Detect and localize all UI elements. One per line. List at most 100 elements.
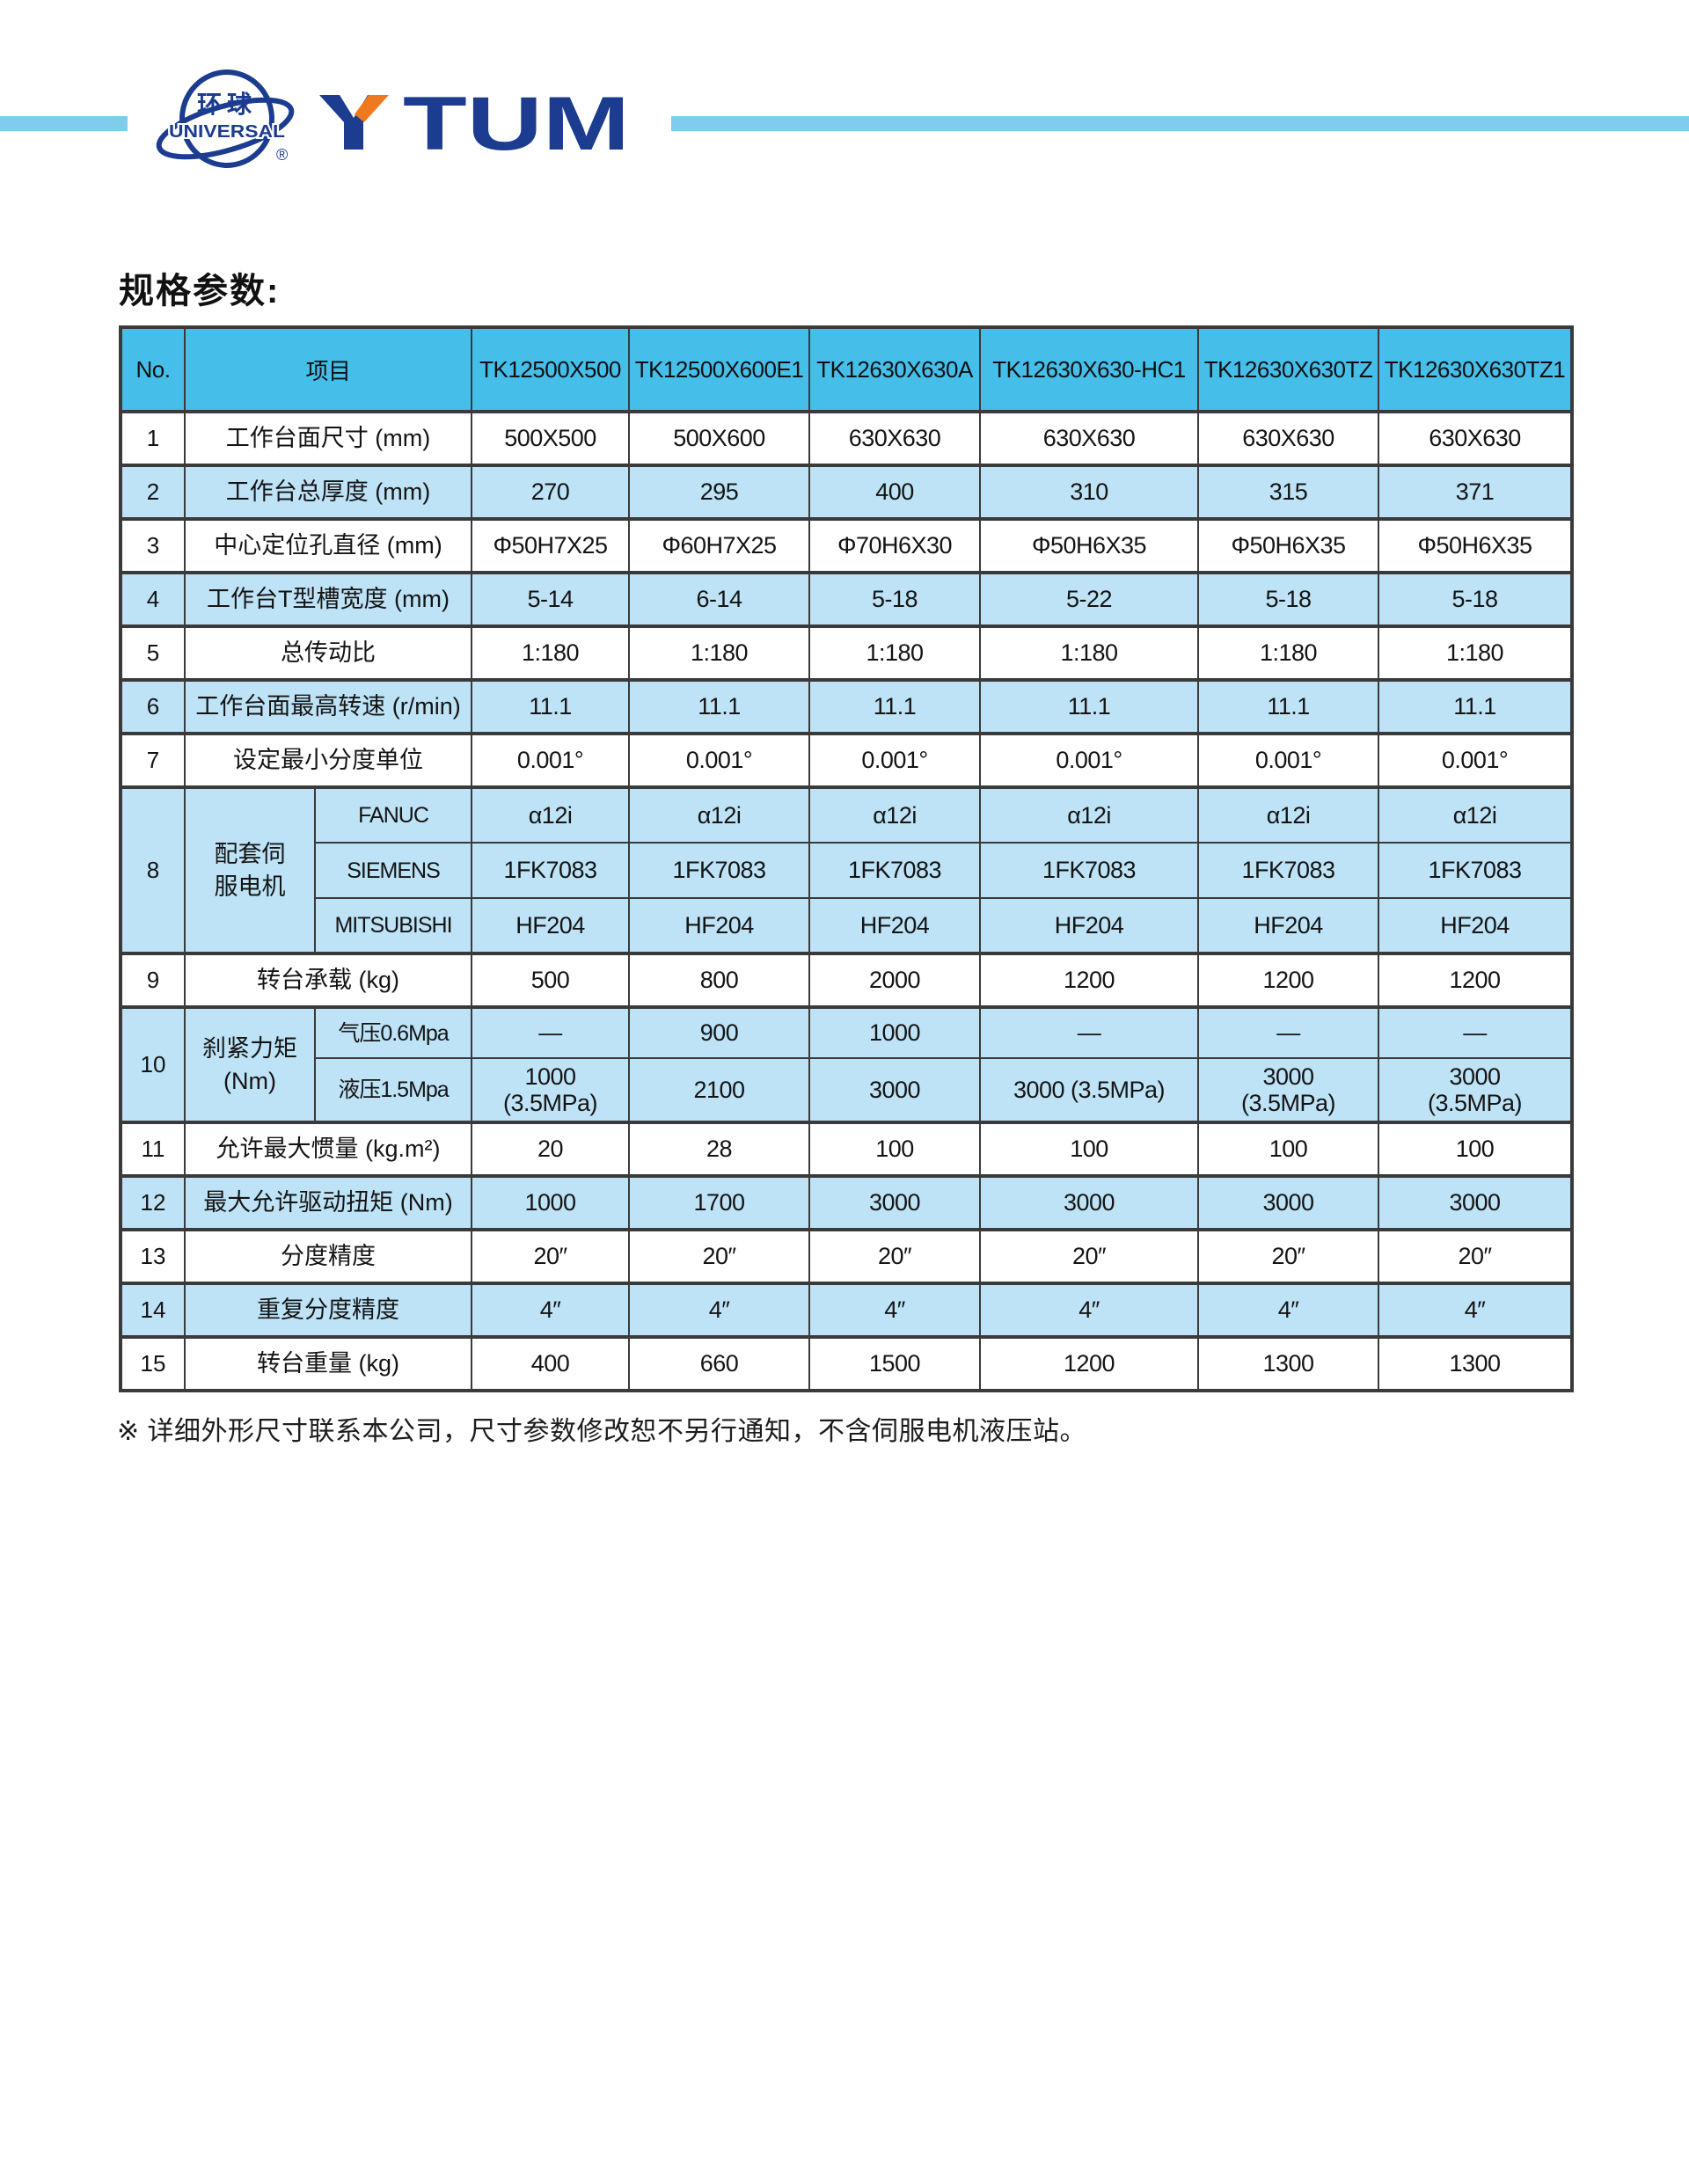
- right-accent-bar: [671, 116, 1689, 131]
- table-row: 9 转台承载 (kg) 500 800 2000 1200 1200 1200: [120, 952, 1574, 1008]
- table-cell: 11.1: [1197, 678, 1380, 734]
- table-cell: 0.001°: [808, 732, 982, 788]
- registered-mark: ®: [276, 146, 288, 164]
- table-row: 15 转台重量 (kg) 400 660 1500 1200 1300 1300: [120, 1335, 1574, 1391]
- table-cell: 11.1: [979, 678, 1200, 734]
- table-cell: 900: [628, 1005, 811, 1059]
- table-cell: 1:180: [1197, 625, 1380, 681]
- table-cell: 630X630: [1197, 410, 1380, 466]
- table-cell: HF204: [1378, 897, 1574, 954]
- table-cell: 315: [1197, 464, 1380, 520]
- header-model-3: TK12630X630A: [808, 326, 982, 413]
- header-model-4: TK12630X630-HC1: [979, 326, 1200, 413]
- table-cell: 310: [979, 464, 1200, 520]
- item-label-cell: 重复分度精度: [183, 1282, 473, 1338]
- table-cell: 0.001°: [628, 732, 811, 788]
- row-number-cell: 7: [120, 732, 186, 788]
- table-cell: 1FK7083: [471, 842, 631, 899]
- table-cell: 1FK7083: [979, 842, 1200, 899]
- table-cell: 20″: [628, 1228, 811, 1284]
- table-cell: α12i: [628, 785, 811, 844]
- table-cell: 1200: [1378, 952, 1574, 1008]
- table-cell: 1FK7083: [628, 842, 811, 899]
- globe-orbit-icon: [156, 97, 295, 160]
- table-row: 10 刹紧力矩 (Nm) 气压0.6Mpa — 900 1000 — — —: [120, 1005, 1574, 1123]
- table-cell: 1FK7083: [1378, 842, 1574, 899]
- table-cell: 5-18: [1378, 571, 1574, 627]
- table-cell: 3000: [808, 1057, 982, 1123]
- table-cell: 1200: [979, 1335, 1200, 1391]
- item-label-cell: 转台重量 (kg): [183, 1335, 473, 1391]
- wordmark-y-orange-icon: [355, 95, 389, 122]
- sub-item-cell: 液压1.5Mpa: [313, 1057, 473, 1123]
- table-cell: 500X500: [471, 410, 631, 466]
- table-cell: Φ60H7X25: [628, 517, 811, 573]
- row-number-cell: 1: [120, 410, 186, 466]
- table-cell: 0.001°: [1197, 732, 1380, 788]
- table-cell: Φ50H6X35: [979, 517, 1200, 573]
- table-cell: —: [979, 1005, 1200, 1059]
- header-model-1: TK12500X500: [471, 326, 631, 413]
- row-number-cell: 5: [120, 625, 186, 681]
- table-cell: α12i: [808, 785, 982, 844]
- table-cell: 6-14: [628, 571, 811, 627]
- table-cell: 11.1: [471, 678, 631, 734]
- table-cell: 1300: [1197, 1335, 1380, 1391]
- table-cell: 3000: [979, 1174, 1200, 1231]
- sub-item-cell: SIEMENS: [313, 842, 473, 899]
- table-cell: 400: [471, 1335, 631, 1391]
- table-cell: 400: [808, 464, 982, 520]
- table-cell: —: [471, 1005, 631, 1059]
- sub-item-cell: 气压0.6Mpa: [313, 1005, 473, 1059]
- table-cell: 3000 (3.5MPa): [1378, 1057, 1574, 1123]
- table-cell: 500X600: [628, 410, 811, 466]
- table-cell: 3000: [1378, 1174, 1574, 1231]
- item-label-cell: 允许最大惯量 (kg.m²): [183, 1121, 473, 1177]
- group-label-cell: 刹紧力矩 (Nm): [184, 1005, 316, 1123]
- table-cell: α12i: [471, 785, 631, 844]
- row-number-cell: 10: [120, 1005, 186, 1123]
- table-cell: 4″: [1197, 1282, 1380, 1338]
- table-cell: 100: [979, 1121, 1200, 1177]
- table-cell: 100: [1378, 1121, 1574, 1177]
- table-cell: Φ70H6X30: [808, 517, 982, 573]
- table-row: SIEMENS 1FK7083 1FK7083 1FK7083 1FK7083 …: [121, 842, 1574, 899]
- table-cell: 1000: [471, 1174, 631, 1231]
- item-label-cell: 分度精度: [183, 1228, 473, 1284]
- table-row: 12 最大允许驱动扭矩 (Nm) 1000 1700 3000 3000 300…: [120, 1174, 1574, 1231]
- table-cell: 20″: [471, 1228, 631, 1284]
- table-row: 6 工作台面最高转速 (r/min) 11.1 11.1 11.1 11.1 1…: [120, 678, 1574, 734]
- table-cell: 1FK7083: [1197, 842, 1380, 899]
- table-cell: 1000 (3.5MPa): [471, 1057, 631, 1123]
- table-cell: 5-22: [979, 571, 1200, 627]
- table-cell: 1:180: [471, 625, 631, 681]
- table-cell: 0.001°: [1378, 732, 1574, 788]
- header-item: 项目: [183, 326, 473, 413]
- row-number-cell: 15: [120, 1335, 186, 1391]
- table-cell: 5-18: [1197, 571, 1380, 627]
- row-number-cell: 14: [120, 1282, 186, 1338]
- table-cell: 11.1: [1378, 678, 1574, 734]
- table-cell: 630X630: [979, 410, 1200, 466]
- row-number-cell: 6: [120, 678, 186, 734]
- table-cell: 4″: [1378, 1282, 1574, 1338]
- table-cell: 20″: [1378, 1228, 1574, 1284]
- table-cell: HF204: [471, 897, 631, 954]
- ytum-wordmark: TUM: [319, 93, 630, 153]
- table-cell: 1:180: [1378, 625, 1574, 681]
- table-cell: 660: [628, 1335, 811, 1391]
- table-cell: 4″: [628, 1282, 811, 1338]
- table-cell: HF204: [979, 897, 1200, 954]
- table-cell: 20″: [979, 1228, 1200, 1284]
- group-label-cell: 配套伺 服电机: [184, 785, 316, 954]
- table-cell: 1FK7083: [808, 842, 982, 899]
- row-number-cell: 2: [120, 464, 186, 520]
- table-cell: 3000 (3.5MPa): [979, 1057, 1200, 1123]
- spec-table: No. 项目 TK12500X500 TK12500X600E1 TK12630…: [119, 325, 1575, 1392]
- table-cell: 1200: [1197, 952, 1380, 1008]
- row-number-cell: 11: [120, 1121, 186, 1177]
- table-cell: 28: [628, 1121, 811, 1177]
- row-number-cell: 9: [120, 952, 186, 1008]
- table-cell: 1:180: [808, 625, 982, 681]
- table-cell: 630X630: [1378, 410, 1574, 466]
